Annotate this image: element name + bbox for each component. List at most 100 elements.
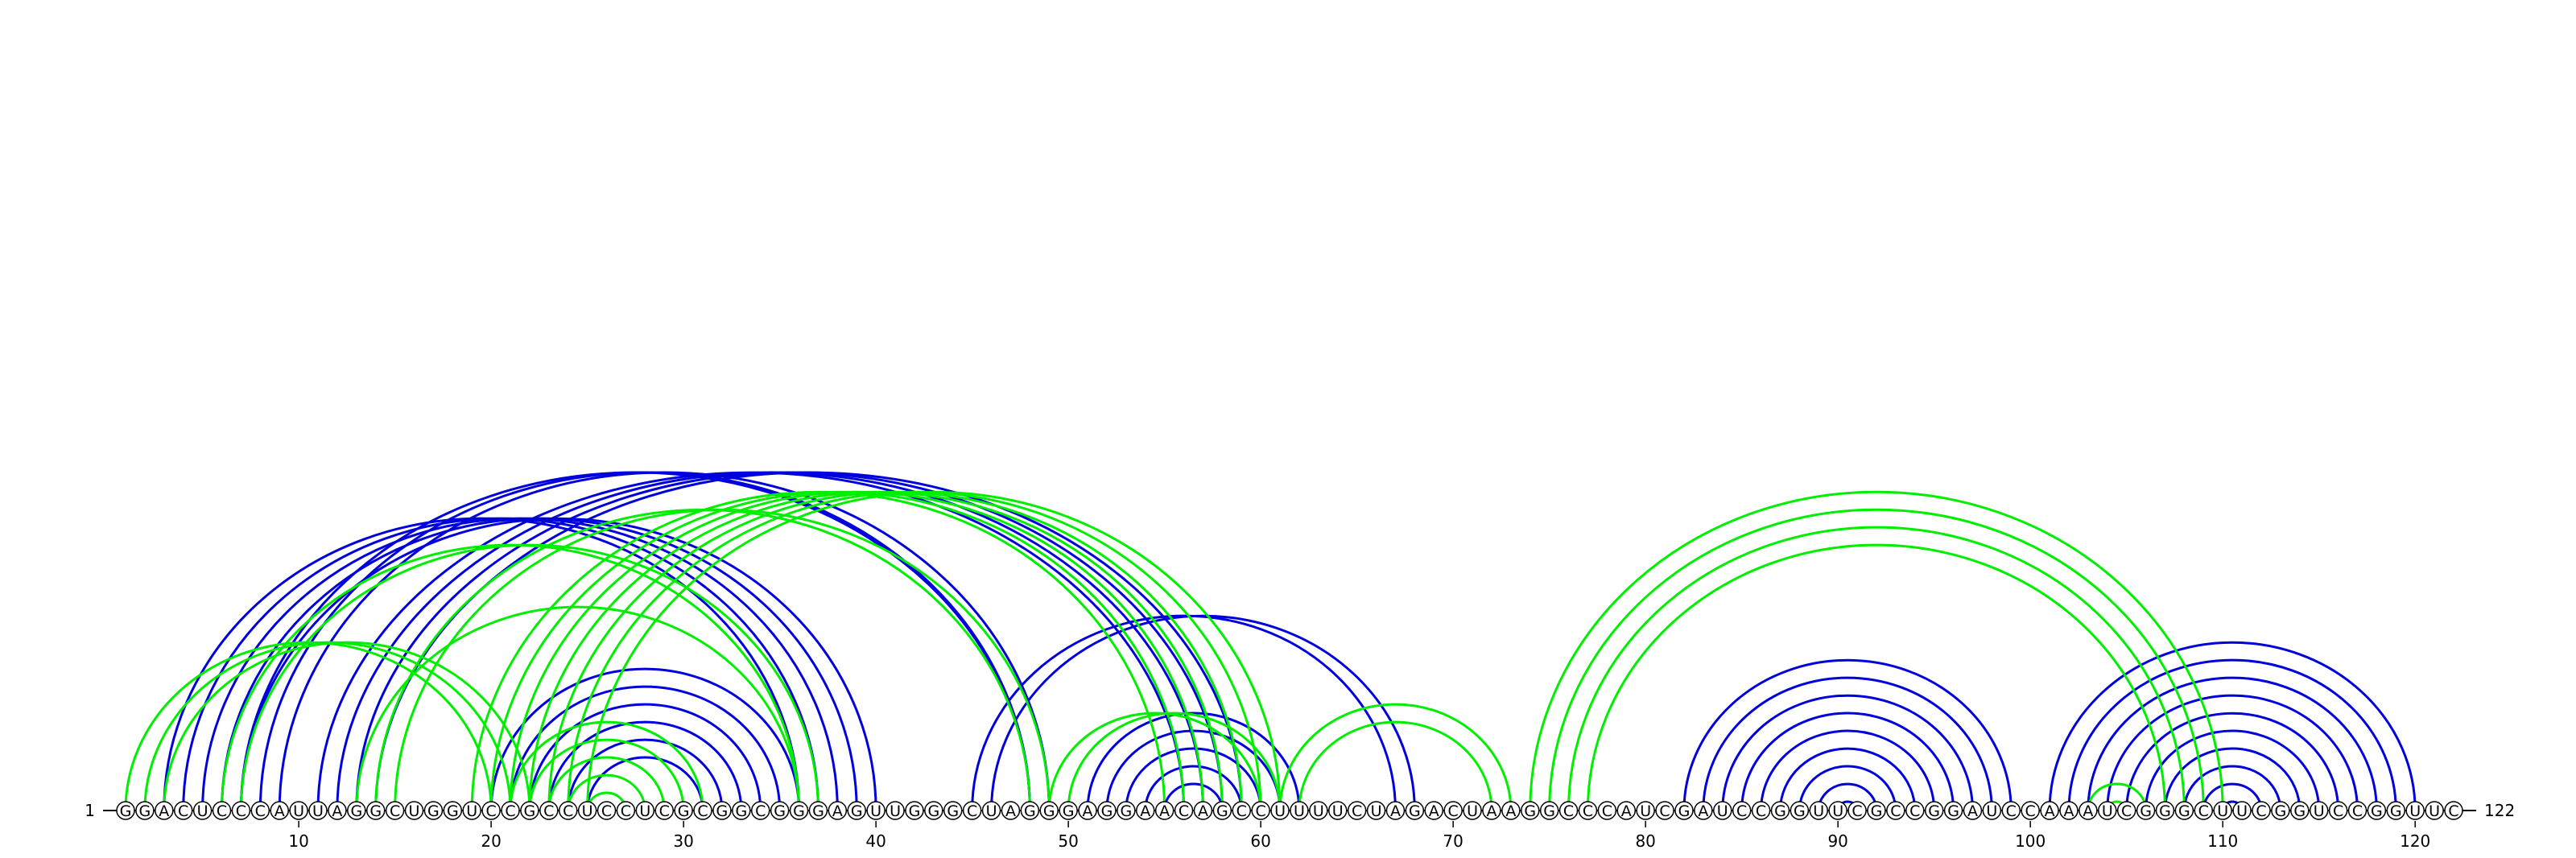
nucleotide-letter: A	[1505, 802, 1516, 820]
blue-pair-arc	[1125, 747, 1262, 811]
tick-label: 70	[1443, 831, 1463, 851]
nucleotide-letter: C	[255, 802, 266, 820]
nucleotide-circle	[1039, 801, 1059, 820]
nucleotide-circle	[1636, 801, 1655, 820]
nucleotide: C	[654, 801, 674, 820]
nucleotide-circle	[1154, 801, 1174, 820]
nucleotide-letter: C	[1852, 802, 1862, 820]
nucleotide: C	[231, 801, 251, 820]
nucleotide: G	[1770, 801, 1790, 820]
nucleotide-circle	[328, 801, 347, 820]
nucleotide-circle	[289, 801, 308, 820]
nucleotide: G	[1117, 801, 1136, 820]
nucleotide-letter: A	[332, 802, 342, 820]
nucleotide: C	[1732, 801, 1752, 820]
nucleotide-letter: C	[2333, 802, 2343, 820]
nucleotide-letter: U	[1832, 802, 1843, 820]
nucleotide-letter: C	[178, 802, 188, 820]
nucleotide-circle	[597, 801, 617, 820]
nucleotide: G	[1867, 801, 1886, 820]
blue-pair-arc	[1702, 677, 1993, 811]
green-pair-arc	[567, 773, 646, 811]
nucleotide-circle	[732, 801, 751, 820]
nucleotide: G	[712, 801, 732, 820]
green-pair-arc	[1567, 526, 2186, 811]
nucleotide-circle	[423, 801, 444, 820]
nucleotide-circle	[1309, 801, 1328, 820]
nucleotide-circle	[2001, 801, 2021, 820]
nucleotide-circle	[828, 801, 848, 820]
nucleotide-circle	[2367, 801, 2387, 820]
nucleotide-letter: A	[275, 802, 285, 820]
nucleotide-letter: A	[1159, 802, 1170, 820]
nucleotide-circle	[1020, 801, 1040, 820]
blue-pair-arc	[1740, 712, 1955, 811]
nucleotide-circle	[1443, 801, 1463, 820]
nucleotide: U	[2425, 801, 2444, 820]
blue-pair-arc	[1086, 712, 1301, 811]
nucleotide-circle	[116, 801, 135, 820]
nucleotide-circle	[1232, 801, 1251, 820]
nucleotide-letter: U	[1813, 802, 1824, 820]
nucleotide: U	[1636, 801, 1655, 820]
nucleotide-circle	[501, 801, 520, 820]
nucleotide-circle	[1290, 801, 1309, 820]
green-pair-arc	[2087, 782, 2148, 811]
tick-label: 90	[1827, 831, 1847, 851]
nucleotide-letter: G	[735, 802, 747, 820]
nucleotide: U	[289, 801, 308, 820]
nucleotide-letter: A	[832, 802, 843, 820]
nucleotide-circle	[712, 801, 732, 820]
nucleotide: G	[423, 801, 444, 820]
nucleotide: U	[308, 801, 328, 820]
blue-pair-arc	[2067, 658, 2397, 811]
nucleotide-letter: U	[986, 802, 997, 820]
nucleotide: C	[1655, 801, 1674, 820]
tick-label: 20	[481, 831, 501, 851]
nucleotide-circle	[2405, 801, 2425, 820]
nucleotide-letter: U	[1274, 802, 1286, 820]
nucleotide: G	[2155, 801, 2175, 820]
nucleotide: C	[1578, 801, 1598, 820]
nucleotide-circle	[1713, 801, 1732, 820]
nucleotide-letter: C	[485, 802, 496, 820]
blue-pair-arc	[1817, 782, 1878, 811]
nucleotide-circle	[1059, 801, 1078, 820]
nucleotide-circle	[1924, 801, 1944, 820]
nucleotide-letter: G	[1043, 802, 1055, 820]
nucleotide: C	[1347, 801, 1367, 820]
nucleotide-circle	[981, 801, 1001, 820]
nucleotide-circle	[2098, 801, 2117, 820]
nucleotide-letter: A	[1967, 802, 1978, 820]
nucleotide-letter: C	[2025, 802, 2036, 820]
nucleotide: C	[501, 801, 520, 820]
nucleotide-circle	[886, 801, 905, 820]
nucleotide-circle	[1078, 801, 1097, 820]
nucleotide-letter: C	[1352, 802, 1362, 820]
nucleotide: G	[943, 801, 963, 820]
nucleotide-letter: G	[139, 802, 151, 820]
nucleotide: C	[481, 801, 501, 820]
nucleotide-circle	[2079, 801, 2098, 820]
blue-pair-arc	[278, 472, 1051, 811]
nucleotide-letter: A	[1429, 802, 1439, 820]
nucleotide-circle	[212, 801, 232, 820]
nucleotide: U	[1713, 801, 1732, 820]
nucleotide-letter: U	[2102, 802, 2113, 820]
nucleotide: U	[2098, 801, 2117, 820]
nucleotide: C	[2021, 801, 2040, 820]
nucleotide-letter: G	[1409, 802, 1421, 820]
nucleotide: U	[1982, 801, 2002, 820]
nucleotide-letter: G	[1871, 802, 1883, 820]
nucleotide-letter: U	[466, 802, 477, 820]
nucleotide: G	[1790, 801, 1810, 820]
nucleotide-letter: U	[639, 802, 650, 820]
nucleotide: C	[1251, 801, 1270, 820]
nucleotide: A	[1501, 801, 1521, 820]
nucleotide-letter: G	[524, 802, 536, 820]
nucleotide: U	[2309, 801, 2329, 820]
nucleotide-circle	[2425, 801, 2444, 820]
nucleotide-circle	[1135, 801, 1155, 820]
nucleotide: C	[2347, 801, 2368, 820]
nucleotide-letter: C	[505, 802, 515, 820]
